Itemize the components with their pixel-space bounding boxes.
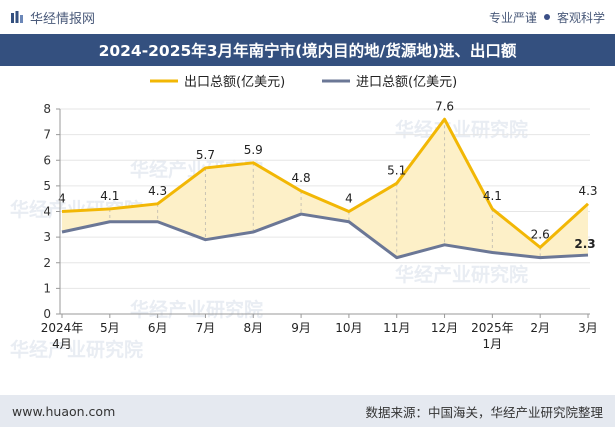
- y-tick-label: 3: [43, 230, 51, 244]
- brand-logo-icon: [11, 11, 23, 23]
- y-tick-label: 6: [43, 153, 51, 167]
- y-axis: 0 1 2 3 4 5 6 7 8: [43, 102, 61, 321]
- series-lines: [61, 117, 590, 260]
- data-labels: 4 4.1 4.3 5.7 5.9 4.8 4 5.1 7.6 4.1 2.6 4.3 2.3: [58, 99, 597, 251]
- import-series-line: [61, 212, 589, 260]
- x-tick-label: 2月: [530, 321, 550, 335]
- top-bar: 华经情报网 专业严谨 客观科学: [0, 0, 615, 34]
- chart-legend: 出口总额(亿美元) 进口总额(亿美元): [150, 75, 457, 90]
- watermark-text: 华经产业研究院: [395, 118, 528, 141]
- x-tick-label: 8月: [243, 321, 263, 335]
- watermark-text: 华经产业研究院: [10, 338, 143, 361]
- y-tick-label: 8: [43, 102, 51, 116]
- legend-label-0: 出口总额(亿美元): [184, 75, 285, 90]
- watermark-text: 华经产业研究院: [395, 263, 528, 286]
- range-area: [62, 119, 588, 258]
- x-tick-label: 5月: [100, 321, 120, 335]
- export-data-label: 2.6: [531, 227, 550, 241]
- export-data-label: 4.3: [148, 184, 167, 198]
- footer-website: www.huaon.com: [12, 403, 116, 419]
- chart-title: 2024-2025年3月年南宁市(境内目的地/货源地)进、出口额: [98, 42, 517, 60]
- import-data-label: 2.3: [574, 237, 595, 251]
- chart-title-bar: 2024-2025年3月年南宁市(境内目的地/货源地)进、出口额: [0, 34, 615, 66]
- x-tick-label: 2024年 4月: [41, 321, 84, 351]
- export-data-label: 4.1: [483, 189, 502, 203]
- export-data-label: 5.9: [244, 143, 263, 157]
- export-data-label: 4: [58, 192, 66, 206]
- x-tick-label: 6月: [148, 321, 168, 335]
- export-data-label: 4.8: [292, 171, 311, 185]
- area-between-fill: [62, 119, 588, 258]
- y-tick-label: 7: [43, 128, 51, 142]
- footer-source: 数据来源：中国海关，华经产业研究院整理: [365, 404, 603, 420]
- export-data-label: 4.1: [100, 189, 119, 203]
- y-tick-label: 4: [43, 205, 51, 219]
- x-axis: 2024年 4月 5月 6月 7月 8月 9月 10月 11月 12月 2025年 1月 2月 3月: [41, 313, 598, 351]
- brand-name: 华经情报网: [30, 11, 96, 27]
- y-tick-label: 1: [43, 281, 51, 295]
- tagline-dot-icon: [543, 14, 550, 20]
- tagline: 专业严谨 客观科学: [489, 9, 605, 26]
- y-tick-label: 2: [43, 256, 51, 270]
- brand: 华经情报网: [10, 8, 95, 27]
- export-data-label: 4: [345, 192, 353, 206]
- export-series-line: [61, 117, 590, 249]
- watermark-text: 华经产业研究院: [130, 298, 263, 321]
- drop-lines: [109, 119, 541, 258]
- x-tick-label: 2025年 1月: [471, 321, 514, 351]
- tagline-left: 专业严谨: [488, 10, 537, 25]
- x-tick-label: 12月: [431, 321, 458, 335]
- x-tick-label: 9月: [291, 321, 311, 335]
- y-tick-label: 5: [43, 179, 51, 193]
- line-chart: 出口总额(亿美元) 进口总额(亿美元) 华经产业研究院华经产业研究院华经产业研究院…: [10, 75, 598, 361]
- x-tick-label: 7月: [196, 321, 216, 335]
- export-data-label: 7.6: [435, 99, 454, 113]
- export-data-label: 5.1: [387, 163, 406, 177]
- x-tick-label: 10月: [335, 321, 362, 335]
- y-tick-label: 0: [43, 307, 51, 321]
- export-data-label: 4.3: [578, 184, 597, 198]
- x-tick-label: 11月: [383, 321, 410, 335]
- tagline-right: 客观科学: [556, 10, 605, 25]
- x-tick-label: 3月: [578, 321, 598, 335]
- legend-label-1: 进口总额(亿美元): [356, 75, 457, 90]
- footer: www.huaon.com 数据来源：中国海关，华经产业研究院整理: [0, 395, 615, 427]
- export-data-label: 5.7: [196, 148, 215, 162]
